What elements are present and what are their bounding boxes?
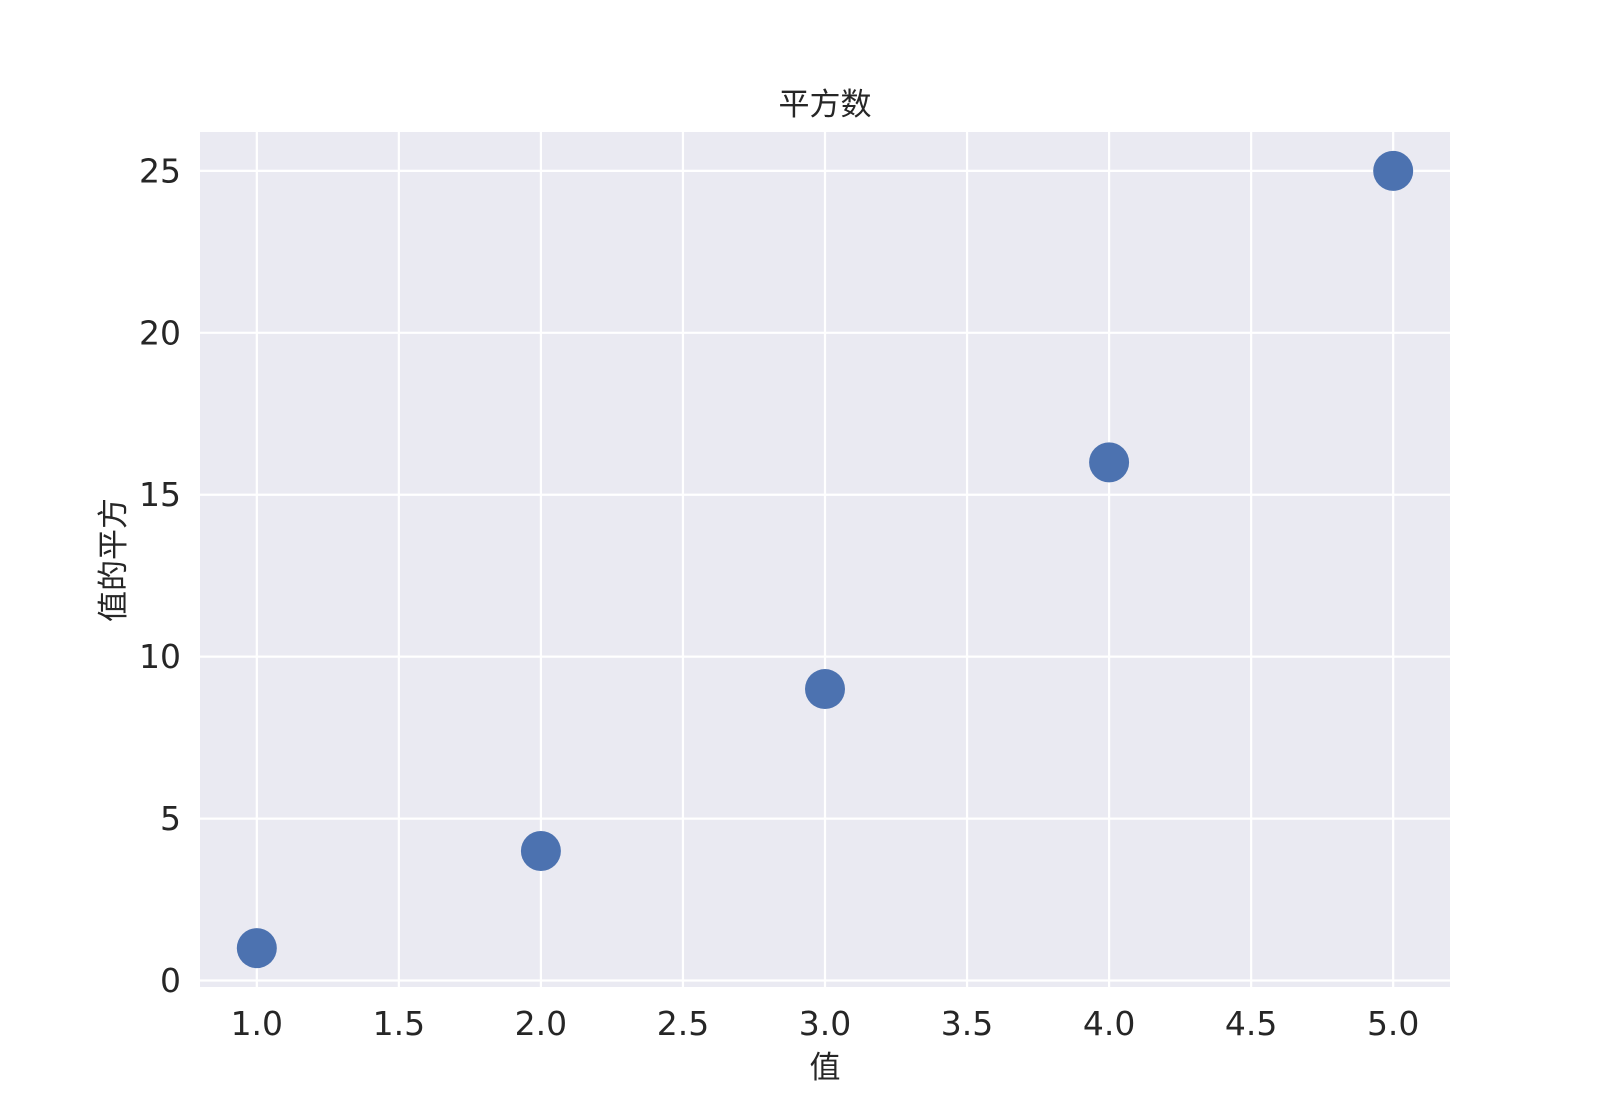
data-point: [236, 928, 277, 969]
y-tick-labels: 0 5 10 15 20 25: [139, 151, 181, 1000]
y-tick-label: 20: [139, 313, 181, 352]
x-gridlines: [255, 132, 1395, 987]
x-tick-label: 2.5: [657, 1004, 709, 1043]
y-tick-label: 5: [160, 799, 181, 838]
y-axis-title: 值的平方: [96, 498, 132, 622]
y-tick-label: 25: [139, 151, 181, 190]
x-tick-label: 4.0: [1083, 1004, 1135, 1043]
data-point: [1089, 442, 1130, 483]
y-gridlines: [200, 169, 1450, 982]
x-tick-label: 3.0: [799, 1004, 851, 1043]
x-tick-label: 5.0: [1367, 1004, 1419, 1043]
x-tick-labels: 1.0 1.5 2.0 2.5 3.0 3.5 4.0 4.5 5.0: [231, 1004, 1420, 1043]
data-point: [805, 669, 845, 710]
y-tick-label: 10: [139, 637, 181, 676]
x-tick-label: 1.0: [231, 1004, 283, 1043]
data-points: [236, 150, 1414, 969]
x-tick-label: 4.5: [1225, 1004, 1277, 1043]
y-tick-label: 15: [139, 475, 181, 514]
data-point: [1373, 150, 1414, 191]
x-tick-label: 3.5: [941, 1004, 993, 1043]
x-tick-label: 1.5: [373, 1004, 425, 1043]
data-point: [520, 830, 561, 871]
chart-title: 平方数: [779, 87, 872, 123]
x-tick-label: 2.0: [515, 1004, 567, 1043]
y-tick-label: 0: [160, 961, 181, 1000]
x-axis-title: 值: [810, 1050, 841, 1086]
